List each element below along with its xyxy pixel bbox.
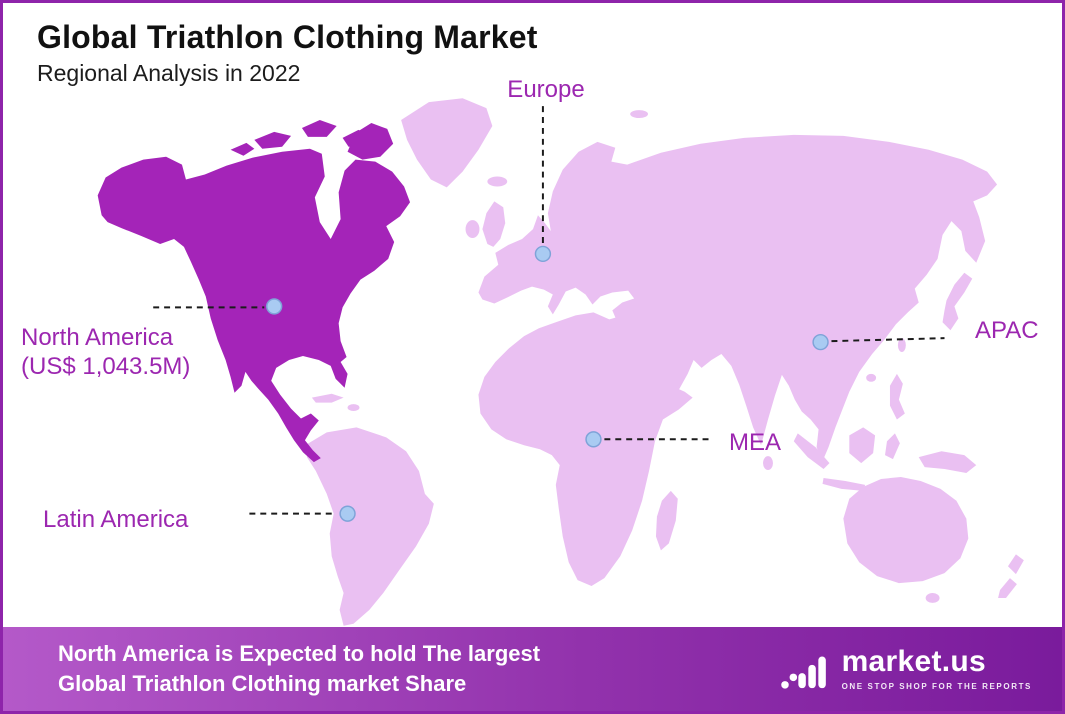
sri-lanka-shape (763, 456, 773, 471)
north-america-label: North America (US$ 1,043.5M) (21, 323, 190, 382)
north-america-label-value: (US$ 1,043.5M) (21, 353, 191, 381)
world-map (97, 98, 1024, 626)
japan-shape (942, 272, 973, 331)
footer-headline-line2: Global Triathlon Clothing market Share (58, 671, 467, 696)
svalbard-shape (630, 110, 649, 119)
brand-tagline: ONE STOP SHOP FOR THE REPORTS (841, 682, 1032, 691)
tasmania-shape (925, 593, 940, 603)
sulawesi-shape (885, 433, 900, 460)
apac-leader-line (831, 337, 945, 343)
apac-marker (812, 333, 829, 351)
cuba-shape (311, 393, 344, 403)
footer-headline-line1: North America is Expected to hold The la… (58, 641, 541, 667)
footer-headline: North America is Expected to hold The la… (58, 639, 540, 698)
ireland-shape (465, 220, 480, 239)
region-rest-of-world (306, 98, 1024, 626)
arctic-island-shape (254, 131, 292, 149)
mea-marker (585, 431, 602, 448)
mea-label: MEA (729, 429, 782, 456)
greenland-shape (401, 98, 493, 188)
madagascar-shape (655, 490, 678, 551)
north-america-marker (266, 298, 283, 315)
borneo-shape (849, 427, 876, 464)
eurasia-shape (478, 134, 998, 462)
latin-america-marker (339, 505, 356, 522)
hainan-shape (866, 373, 877, 382)
baffin-island-shape (347, 122, 394, 160)
latin-america-label: Latin America (43, 506, 189, 533)
page-subtitle: Regional Analysis in 2022 (37, 60, 301, 86)
arctic-island-shape (230, 142, 255, 156)
philippines-shape (889, 373, 905, 420)
brand-text: market.us ONE STOP SHOP FOR THE REPORTS (841, 645, 1032, 692)
region-north-america (97, 120, 411, 463)
java-shape (822, 477, 866, 491)
page-title: Global Triathlon Clothing Market (37, 19, 538, 55)
header: Global Triathlon Clothing Market Regiona… (37, 19, 538, 87)
hispaniola-shape (347, 404, 360, 412)
region-markers (266, 245, 829, 522)
south-america-shape (306, 427, 434, 626)
australia-shape (843, 476, 969, 584)
footer-banner: North America is Expected to hold The la… (3, 627, 1062, 711)
britain-shape (482, 201, 506, 247)
north-america-label-name: North America (21, 324, 174, 351)
new-guinea-shape (918, 451, 977, 474)
new-zealand-south-shape (998, 578, 1017, 598)
brand-logo: market.us ONE STOP SHOP FOR THE REPORTS (780, 647, 1032, 691)
new-zealand-north-shape (1007, 554, 1024, 575)
leader-lines (153, 106, 945, 515)
sumatra-shape (793, 433, 830, 470)
north-america-shape (97, 148, 411, 463)
africa-shape (478, 312, 693, 587)
arctic-island-shape (301, 120, 337, 137)
brand-name: market.us (841, 645, 987, 678)
marketus-logo-icon (780, 656, 826, 689)
europe-marker (534, 245, 552, 263)
taiwan-shape (897, 338, 906, 353)
europe-label: Europe (507, 76, 585, 103)
iceland-shape (487, 176, 508, 187)
apac-label: APAC (975, 317, 1039, 344)
